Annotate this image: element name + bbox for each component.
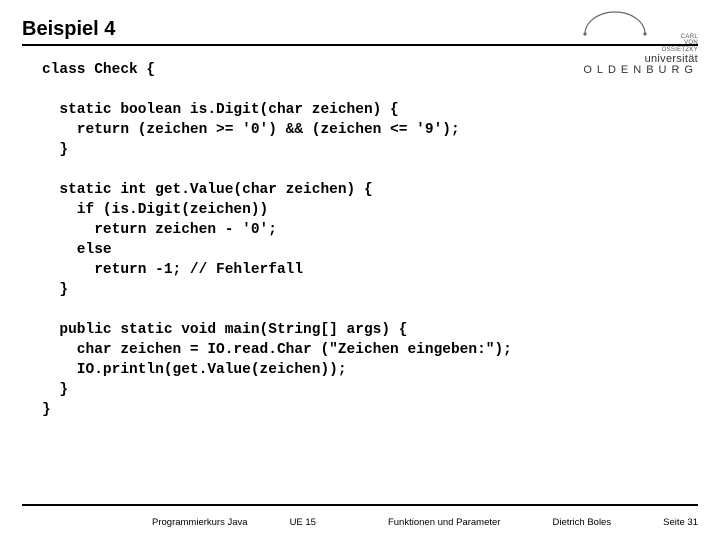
footer: Programmierkurs Java UE 15 Funktionen un… <box>22 517 698 528</box>
slide: CARL VON OSSIETZKY universität OLDENBURG… <box>0 0 720 540</box>
slide-title: Beispiel 4 <box>22 18 115 41</box>
footer-rule <box>22 504 698 506</box>
logo-line2: VON <box>684 40 698 46</box>
logo-line1: CARL <box>681 34 698 40</box>
logo-line3: OSSIETZKY <box>662 47 698 53</box>
footer-topic: Funktionen und Parameter <box>358 517 500 528</box>
footer-author: Dietrich Boles <box>552 517 611 528</box>
footer-unit: UE 15 <box>290 517 316 528</box>
logo-small-text: CARL VON OSSIETZKY <box>583 34 698 53</box>
footer-page: Seite 31 <box>663 517 698 528</box>
logo-arc-icon <box>583 8 647 36</box>
footer-course: Programmierkurs Java <box>152 517 248 528</box>
university-logo: CARL VON OSSIETZKY universität OLDENBURG <box>583 8 698 76</box>
logo-city: OLDENBURG <box>583 65 698 76</box>
code-block: class Check { static boolean is.Digit(ch… <box>22 60 698 420</box>
